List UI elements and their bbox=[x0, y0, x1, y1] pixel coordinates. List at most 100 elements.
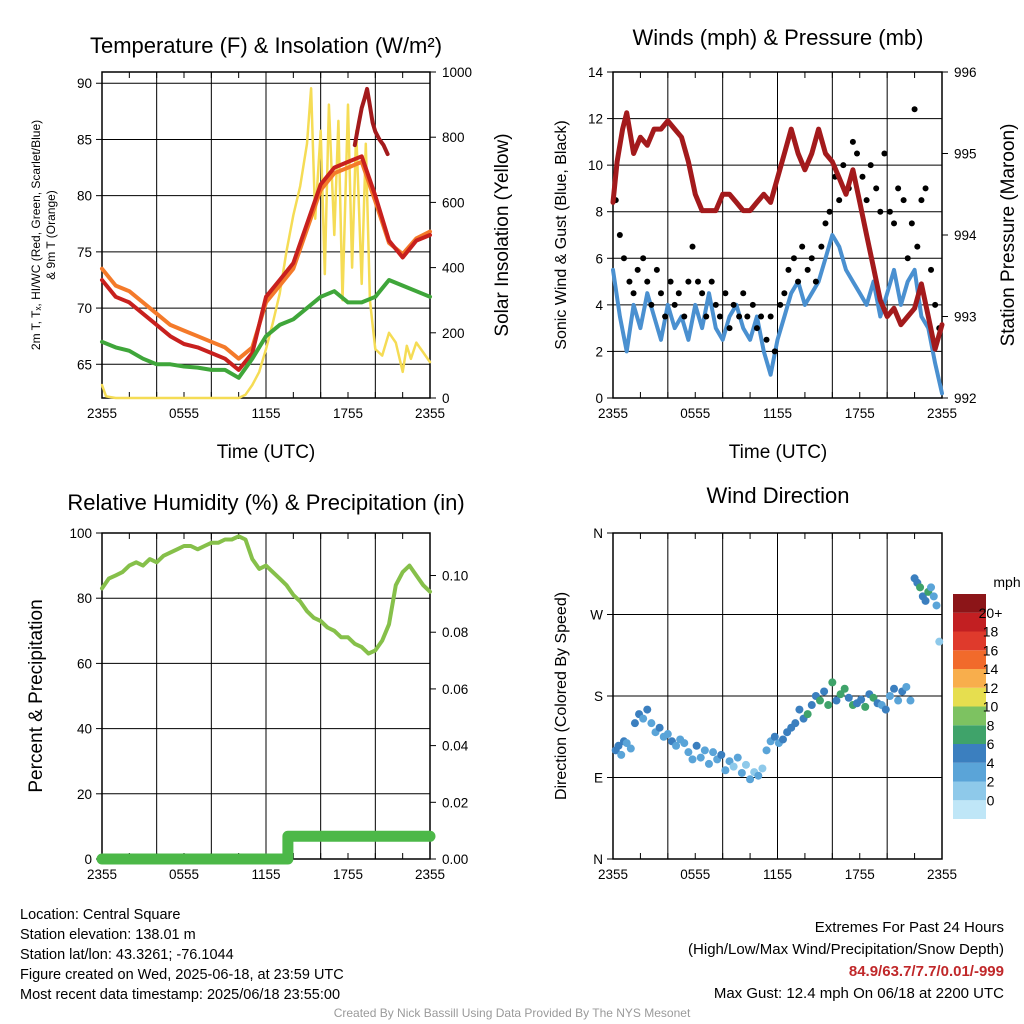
wind-ytick-right-label: 996 bbox=[954, 65, 977, 80]
colorbar-swatch bbox=[953, 631, 986, 651]
temp-ylabel-2: & 9m T (Orange) bbox=[44, 190, 58, 280]
gust-point bbox=[908, 220, 915, 227]
colorbar-label: 8 bbox=[987, 717, 995, 733]
colorbar: 0 2 4 6 8 10 12 14 16 18 20+ mph bbox=[953, 574, 1021, 819]
gust-point bbox=[922, 185, 929, 192]
gust-point bbox=[744, 313, 751, 320]
direction-point bbox=[721, 766, 730, 775]
direction-point bbox=[663, 730, 672, 739]
rh-ytick-label: 60 bbox=[77, 656, 92, 671]
wind-ytick-right-label: 992 bbox=[954, 391, 977, 406]
extremes-legend: (High/Low/Max Wind/Precipitation/Snow De… bbox=[688, 941, 1004, 958]
wind-xtick-label: 1755 bbox=[845, 406, 875, 421]
rh-title: Relative Humidity (%) & Precipitation (i… bbox=[67, 490, 464, 515]
gust-point bbox=[626, 278, 633, 285]
max-gust-text: Max Gust: 12.4 mph On 06/18 at 2200 UTC bbox=[713, 985, 1004, 1002]
temp-xtick-label: 0555 bbox=[169, 406, 199, 421]
wind-ylabel-right: Station Pressure (Maroon) bbox=[998, 124, 1019, 347]
direction-point bbox=[929, 592, 938, 601]
wind-ytick-label: 12 bbox=[588, 112, 603, 127]
gust-point bbox=[708, 278, 715, 285]
direction-point bbox=[832, 696, 841, 705]
gust-point bbox=[726, 325, 733, 332]
gust-point bbox=[808, 255, 815, 262]
series-rh bbox=[100, 534, 432, 656]
direction-point bbox=[655, 723, 664, 732]
series-red bbox=[100, 154, 432, 372]
gust-point bbox=[886, 208, 893, 215]
direction-point bbox=[754, 771, 763, 780]
series-yellow bbox=[100, 87, 432, 400]
temp-ytick-right-label: 400 bbox=[442, 261, 465, 276]
temp-ytick-label: 65 bbox=[77, 357, 92, 372]
series-scarlet bbox=[352, 86, 390, 157]
gust-point bbox=[653, 266, 660, 273]
direction-point bbox=[869, 693, 878, 702]
gust-point bbox=[644, 278, 651, 285]
direction-point bbox=[688, 755, 697, 764]
direction-point bbox=[704, 759, 713, 768]
direction-point bbox=[803, 710, 812, 719]
rh-ytick-label: 20 bbox=[77, 787, 92, 802]
temp-ytick-label: 85 bbox=[77, 132, 92, 147]
wind-xtick-label: 2355 bbox=[598, 406, 628, 421]
direction-point bbox=[795, 705, 804, 714]
direction-point bbox=[791, 719, 800, 728]
gust-point bbox=[785, 266, 792, 273]
colorbar-label: 20+ bbox=[979, 605, 1003, 621]
gust-point bbox=[736, 313, 743, 320]
direction-point bbox=[881, 705, 890, 714]
direction-point bbox=[916, 583, 925, 592]
gust-point bbox=[712, 301, 719, 308]
gust-point bbox=[689, 243, 696, 250]
rh-xtick-label: 1755 bbox=[333, 867, 363, 882]
gust-point bbox=[812, 278, 819, 285]
series-green bbox=[100, 278, 432, 380]
gust-point bbox=[822, 220, 829, 227]
dir-ytick-label: W bbox=[590, 608, 603, 623]
gust-point bbox=[640, 255, 647, 262]
colorbar-label: 0 bbox=[987, 792, 995, 808]
temp-xlabel: Time (UTC) bbox=[217, 442, 316, 463]
temp-title: Temperature (F) & Insolation (W/m²) bbox=[90, 33, 442, 58]
rh-panel: 2355 0555 1155 1755 23550204060801000.000.02… bbox=[26, 490, 469, 882]
gust-point bbox=[699, 290, 706, 297]
temp-ytick-label: 90 bbox=[77, 76, 92, 91]
direction-point bbox=[921, 596, 930, 605]
colorbar-swatch bbox=[953, 687, 986, 707]
series-precip bbox=[96, 830, 436, 865]
gust-point bbox=[753, 325, 760, 332]
dir-xtick-label: 0555 bbox=[680, 867, 710, 882]
rh-ytick-label: 80 bbox=[77, 591, 92, 606]
wind-ytick-right-label: 995 bbox=[954, 147, 977, 162]
gust-point bbox=[818, 243, 825, 250]
direction-point bbox=[709, 748, 718, 757]
dir-ytick-label: N bbox=[593, 526, 603, 541]
gust-point bbox=[771, 348, 778, 355]
recent-text: Most recent data timestamp: 2025/06/18 2… bbox=[20, 987, 341, 1003]
temp-ytick-right-label: 1000 bbox=[442, 65, 472, 80]
gust-point bbox=[849, 138, 856, 145]
gust-point bbox=[867, 162, 874, 169]
dir-frame bbox=[612, 532, 943, 860]
rh-ytick-label: 0 bbox=[84, 852, 92, 867]
dir-ytick-label: S bbox=[594, 689, 603, 704]
rh-ylabel: Percent & Precipitation bbox=[26, 599, 47, 792]
wind-xtick-label: 2355 bbox=[927, 406, 957, 421]
gust-point bbox=[648, 301, 655, 308]
wind-ytick-label: 6 bbox=[595, 251, 603, 266]
temp-ylabel-1: 2m T, Tₓ, HI/WC (Red, Green, Scarlet/Blu… bbox=[29, 120, 43, 350]
wind-ytick-label: 8 bbox=[595, 205, 603, 220]
direction-point bbox=[617, 750, 626, 759]
colorbar-swatch bbox=[953, 669, 986, 688]
direction-point bbox=[844, 693, 853, 702]
direction-point bbox=[778, 735, 787, 744]
gust-point bbox=[891, 220, 898, 227]
gust-point bbox=[758, 313, 765, 320]
colorbar-swatch bbox=[953, 762, 986, 782]
colorbar-swatch bbox=[953, 594, 986, 613]
direction-point bbox=[643, 705, 652, 714]
rh-xtick-label: 1155 bbox=[251, 867, 280, 882]
direction-point bbox=[630, 719, 639, 728]
elevation-text: Station elevation: 138.01 m bbox=[20, 927, 196, 943]
